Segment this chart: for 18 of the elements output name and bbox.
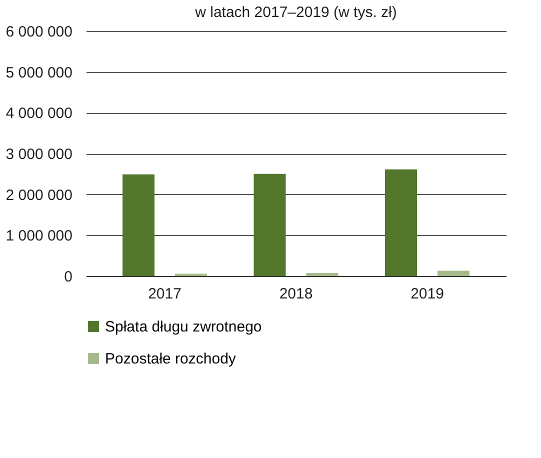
x-tick-label: 2019: [410, 286, 444, 302]
bar: [385, 169, 417, 276]
legend-label: Pozostałe rozchody: [105, 350, 236, 368]
bar: [306, 272, 338, 276]
y-tick-label: 2 000 000: [6, 186, 72, 204]
bar: [122, 174, 154, 276]
x-tick-label: 2018: [279, 286, 313, 302]
chart-title: w latach 2017–2019 (w tys. zł): [194, 4, 397, 21]
y-tick-label: 5 000 000: [6, 64, 72, 82]
y-tick-label: 6 000 000: [6, 24, 72, 40]
legend-label: Spłata długu zwrotnego: [105, 318, 262, 336]
bar: [438, 270, 470, 276]
x-tick-label: 2017: [148, 286, 182, 302]
y-tick-label: 0: [64, 268, 72, 286]
y-tick-label: 4 000 000: [6, 105, 72, 122]
bar: [254, 174, 286, 276]
y-tick-label: 3 000 000: [6, 146, 72, 163]
y-tick-label: 1 000 000: [6, 228, 72, 245]
